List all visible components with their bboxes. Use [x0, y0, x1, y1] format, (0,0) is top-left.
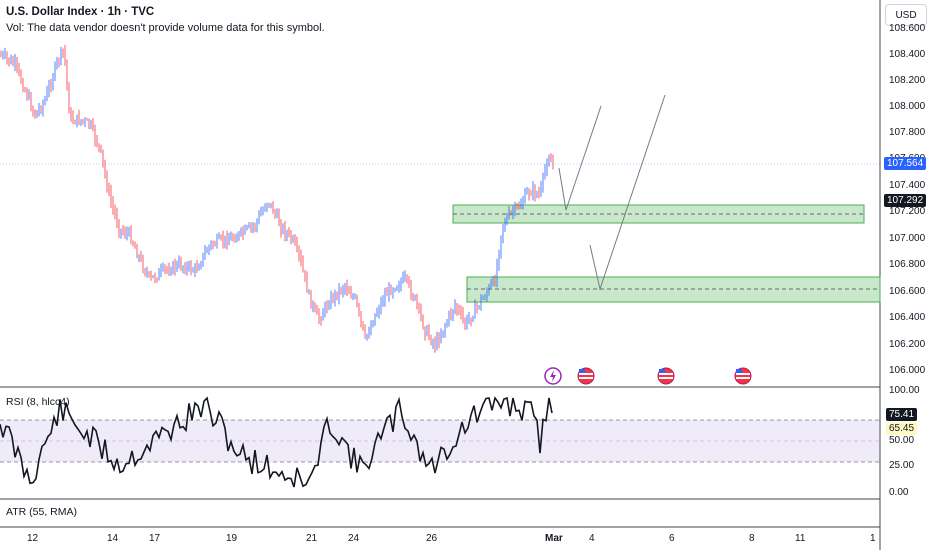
time-tick: 4	[589, 533, 595, 544]
rsi-line	[0, 396, 553, 488]
price-tick: 108.600	[889, 23, 926, 34]
price-tick: 108.400	[889, 49, 926, 60]
time-tick: 24	[348, 533, 360, 544]
time-tick: 8	[749, 533, 755, 544]
projection-path-2	[589, 94, 666, 291]
zone-lower	[466, 276, 881, 303]
time-tick: 14	[107, 533, 119, 544]
us-flag-icon	[734, 367, 752, 385]
projection-path-1	[558, 105, 602, 211]
rsi-tick: 25.00	[889, 460, 915, 471]
price-tick: 107.200	[889, 206, 926, 217]
rsi-tick: 50.00	[889, 435, 915, 446]
rsi-band	[0, 420, 880, 462]
time-tick: 17	[149, 533, 161, 544]
rsi-value-badge: 75.41	[886, 408, 918, 421]
price-tick: 106.400	[889, 312, 926, 323]
rsi-label[interactable]: RSI (8, hlcc4)	[6, 396, 70, 408]
rsi-tick: 100.00	[889, 385, 920, 396]
time-tick: 19	[226, 533, 238, 544]
lightning-icon	[544, 367, 562, 385]
time-tick: 6	[669, 533, 675, 544]
time-tick: 12	[27, 533, 39, 544]
rsi-ma-badge: 65.45	[886, 422, 918, 435]
rsi-polyline	[0, 396, 553, 488]
price-tick: 106.000	[889, 365, 926, 376]
price-tick: 108.200	[889, 75, 926, 86]
time-tick: Mar	[545, 533, 563, 544]
price-tick: 106.600	[889, 286, 926, 297]
price-tick: 107.000	[889, 233, 926, 244]
time-tick: 11	[795, 533, 806, 544]
time-tick: 26	[426, 533, 438, 544]
symbol-title[interactable]: U.S. Dollar Index · 1h · TVC	[6, 6, 155, 18]
last-price-badge: 107.564	[884, 157, 927, 170]
us-flag-icon	[577, 367, 595, 385]
price-tick: 108.000	[889, 101, 926, 112]
price-tick: 106.800	[889, 259, 926, 270]
second-price-badge: 107.292	[884, 194, 927, 207]
volume-notice: Vol: The data vendor doesn't provide vol…	[6, 22, 325, 34]
price-tick: 106.200	[889, 339, 926, 350]
us-flag-icon	[657, 367, 675, 385]
candlestick-series	[0, 44, 554, 353]
price-tick: 107.400	[889, 180, 926, 191]
atr-label[interactable]: ATR (55, RMA)	[6, 506, 77, 518]
rsi-tick: 0.00	[889, 487, 909, 498]
time-tick: 1	[870, 533, 876, 544]
currency-button[interactable]: USD	[885, 4, 927, 26]
time-tick: 21	[306, 533, 318, 544]
price-tick: 107.800	[889, 127, 926, 138]
